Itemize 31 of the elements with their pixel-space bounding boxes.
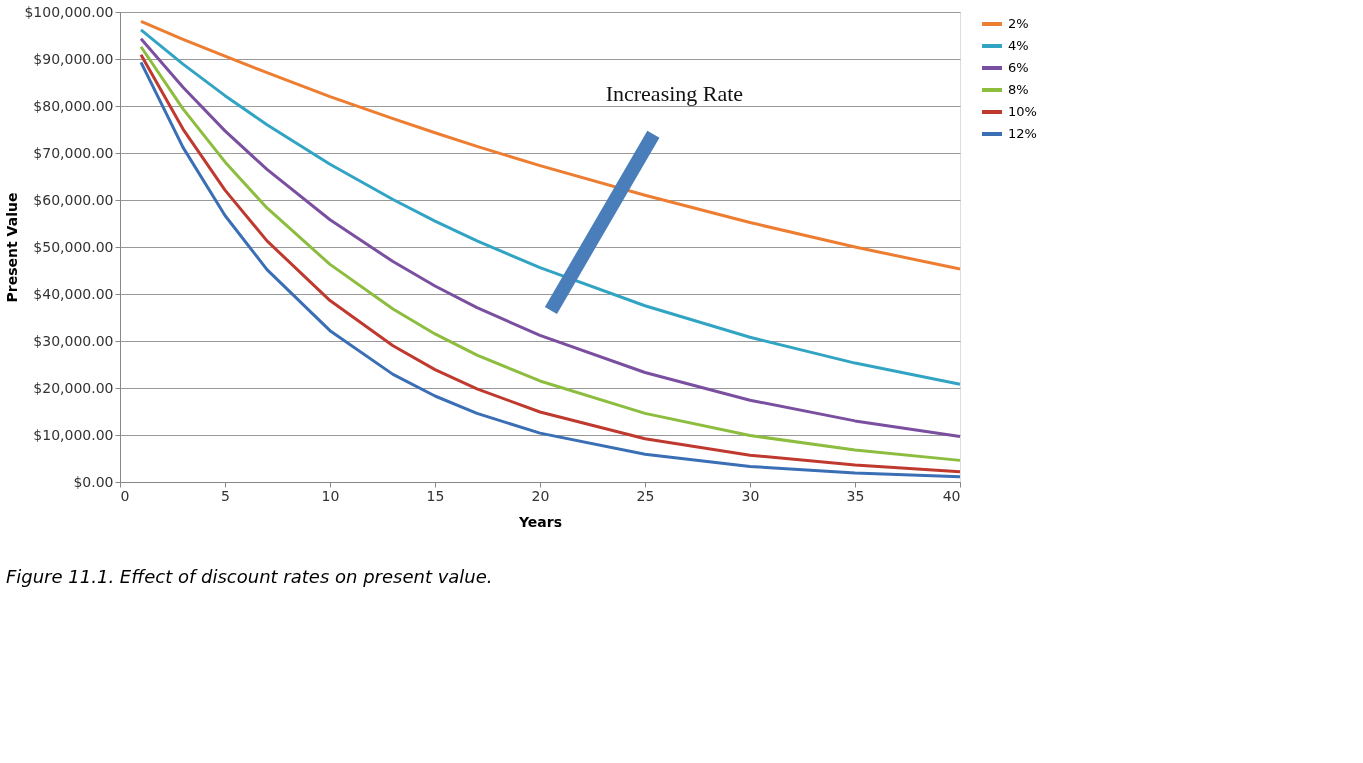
y-tick-label: $50,000.00 xyxy=(33,238,114,255)
x-tick-label: 15 xyxy=(426,487,445,504)
legend-label: 8% xyxy=(1008,82,1029,97)
y-tick-label: $0.00 xyxy=(73,473,114,490)
y-tick-label: $30,000.00 xyxy=(33,332,114,349)
legend-label: 6% xyxy=(1008,60,1029,75)
y-axis-title: Present Value xyxy=(4,192,21,303)
x-tick-label: 0 xyxy=(120,487,130,504)
x-tick-label: 5 xyxy=(221,487,230,504)
y-tick-label: $90,000.00 xyxy=(33,50,114,67)
y-tick-label: $40,000.00 xyxy=(33,285,114,302)
line-series xyxy=(139,19,962,271)
x-tick-label: 10 xyxy=(321,487,340,504)
x-tick-label: 25 xyxy=(636,487,655,504)
x-tick-label: 40 xyxy=(942,487,961,504)
x-tick-label: 35 xyxy=(846,487,865,504)
legend-label: 4% xyxy=(1008,38,1029,53)
caption: Figure 11.1. Effect of discount rates on present value. xyxy=(5,566,493,587)
x-tick-label: 20 xyxy=(531,487,550,504)
x-tick-label: 30 xyxy=(741,487,760,504)
annotation: Increasing Rate xyxy=(605,81,744,107)
legend-label: 10% xyxy=(1008,104,1037,119)
y-tick-label: $70,000.00 xyxy=(33,144,114,161)
y-tick-label: $100,000.00 xyxy=(24,3,114,20)
y-tick-label: $10,000.00 xyxy=(33,426,114,443)
y-tick-label: $80,000.00 xyxy=(33,97,114,114)
y-tick-label: $20,000.00 xyxy=(33,379,114,396)
x-axis-title: Years xyxy=(517,513,563,530)
legend-label: 12% xyxy=(1008,126,1037,141)
legend-label: 2% xyxy=(1008,16,1029,31)
y-tick-label: $60,000.00 xyxy=(33,191,114,208)
